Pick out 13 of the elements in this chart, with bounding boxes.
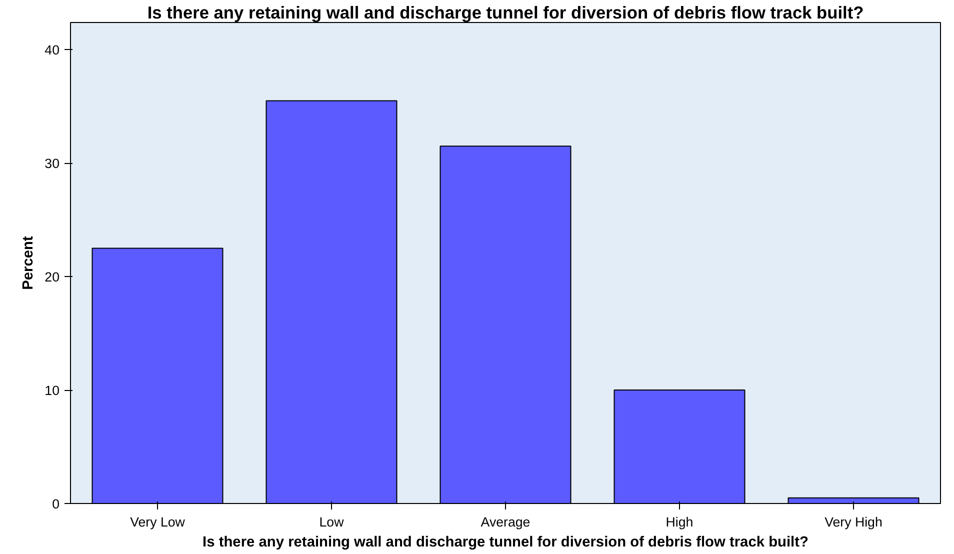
x-tick-label: Average — [480, 514, 530, 530]
y-tick-label: 0 — [52, 496, 60, 512]
y-tick-label: 30 — [44, 156, 60, 172]
x-tick-label: Very High — [824, 514, 882, 530]
x-tick-label: Low — [319, 514, 344, 530]
x-tick-label: Very Low — [130, 514, 186, 530]
chart-title: Is there any retaining wall and discharge tunnel for diversion of debris flow track built? — [147, 2, 864, 22]
x-axis-title: Is there any retaining wall and discharge tunnel for diversion of debris flow track built? — [202, 534, 808, 550]
y-tick-label: 20 — [44, 270, 60, 285]
y-tick-label: 40 — [44, 42, 60, 58]
y-axis-title: Percent — [20, 236, 37, 290]
y-tick-label: 10 — [44, 383, 60, 398]
x-tick-label: High — [666, 514, 694, 530]
